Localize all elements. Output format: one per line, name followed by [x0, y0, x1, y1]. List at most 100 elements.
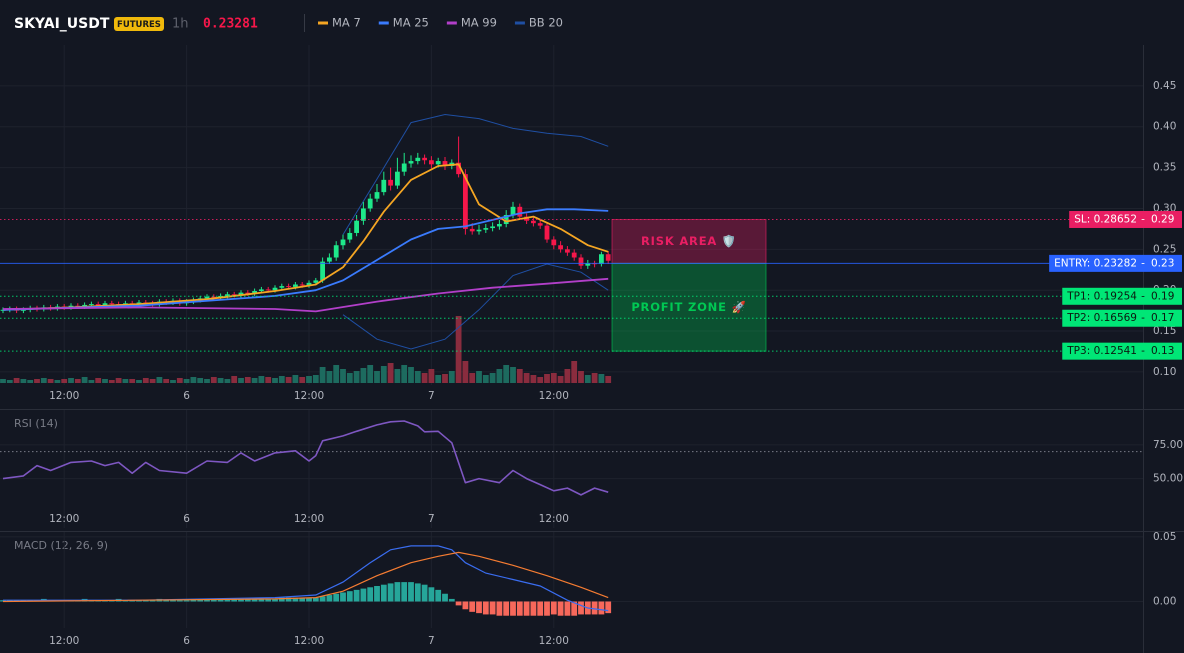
candle-body [381, 179, 387, 193]
histogram-bar [231, 598, 238, 602]
candle-body [231, 294, 237, 296]
volume-bar [374, 371, 380, 383]
candle-body [415, 157, 421, 162]
badge-text: FUTURES [117, 20, 161, 30]
legend-label: MA 7 [332, 16, 361, 30]
volume-bar [299, 377, 306, 383]
histogram-bar [333, 593, 340, 602]
volume-bar [523, 373, 530, 383]
volume-bar [170, 380, 176, 383]
histogram-bar [210, 598, 217, 602]
volume-bar [13, 378, 20, 383]
volume-bar [346, 373, 353, 383]
interval: 1h [172, 17, 189, 32]
level-separator: - [1141, 345, 1145, 357]
candle-body [259, 289, 264, 292]
candle-body [558, 245, 563, 250]
candle-body [204, 296, 210, 299]
candle-body [490, 226, 495, 229]
candle-body [89, 304, 94, 306]
rsi-line [2, 420, 609, 496]
legend-label: MA 25 [393, 16, 429, 30]
candle-body [211, 296, 217, 298]
volume-bar [238, 378, 244, 383]
histogram-bar [482, 601, 489, 615]
histogram-bar [306, 597, 312, 602]
histogram-bar [265, 598, 272, 602]
candle-body [510, 206, 516, 215]
candle-body [320, 261, 325, 281]
candle-body [483, 228, 489, 230]
x-tick-label: 12:00 [294, 390, 324, 402]
candle-body [313, 280, 319, 283]
volume-bar [265, 377, 272, 383]
x-tick-label: 12:00 [294, 635, 324, 647]
candle-body [245, 292, 251, 294]
histogram-bar [564, 601, 571, 616]
volume-bar [278, 376, 285, 383]
zone-label: PROFIT ZONE 🚀 [631, 300, 746, 314]
candle-body [21, 309, 26, 311]
band-line [342, 113, 609, 235]
volume-bar [387, 363, 394, 383]
histogram-bar [598, 601, 605, 615]
x-tick-label: 6 [183, 390, 190, 402]
volume-bar [190, 377, 197, 383]
level-axis-label: 0.19 [1151, 290, 1174, 302]
level-label: ENTRY: 0.23282 [1054, 257, 1137, 269]
histogram-bar [578, 601, 584, 615]
volume-bar [482, 375, 489, 383]
level-separator: - [1141, 257, 1145, 269]
candle-body [497, 223, 502, 227]
level-label: TP3: 0.12541 [1066, 345, 1137, 357]
histogram-bar [278, 597, 285, 602]
candle-body [109, 303, 115, 305]
x-tick-label: 12:00 [539, 513, 569, 525]
volume-bar [598, 374, 605, 383]
volume-bar [394, 369, 401, 383]
y-tick-label: 0.25 [1153, 243, 1176, 255]
histogram-bar [544, 601, 550, 616]
histogram-bar [251, 598, 258, 602]
volume-bar [455, 316, 462, 383]
candle-body [469, 228, 475, 232]
y-tick-label: 0.10 [1153, 366, 1176, 378]
histogram-bar [510, 601, 516, 616]
level-tag [1049, 254, 1182, 272]
candle-body [0, 309, 6, 311]
histogram-bar [455, 601, 462, 606]
histogram-bar [591, 601, 598, 615]
volume-bar [122, 379, 129, 383]
candle-body [585, 263, 591, 266]
candle-body [463, 174, 468, 229]
candle-body [272, 287, 278, 291]
histogram-bar [380, 584, 387, 602]
volume-bar [442, 374, 448, 383]
level-tag [1069, 210, 1182, 228]
candle-body [422, 157, 427, 161]
histogram-bar [408, 582, 414, 602]
volume-bar [510, 367, 516, 383]
histogram-bar [149, 600, 156, 602]
volume-bar [40, 378, 47, 383]
volume-bar [421, 373, 428, 383]
volume-bar [353, 371, 360, 383]
volume-bar [319, 367, 326, 383]
histogram-bar [292, 597, 299, 602]
volume-bar [108, 380, 115, 383]
volume-bar [136, 380, 142, 383]
y-tick-label: 0.45 [1153, 80, 1176, 92]
volume-bar [571, 361, 578, 383]
volume-bar [340, 369, 346, 383]
candle-body [306, 282, 312, 286]
volume-bar [306, 376, 312, 383]
y-tick-label: 0.35 [1153, 162, 1176, 174]
histogram-bar [530, 601, 537, 616]
histogram-bar [340, 592, 346, 602]
volume-bar [537, 377, 544, 383]
volume-bar [251, 378, 258, 383]
histogram-bar [326, 595, 333, 602]
candle-body [279, 286, 285, 288]
histogram-bar [374, 585, 380, 602]
